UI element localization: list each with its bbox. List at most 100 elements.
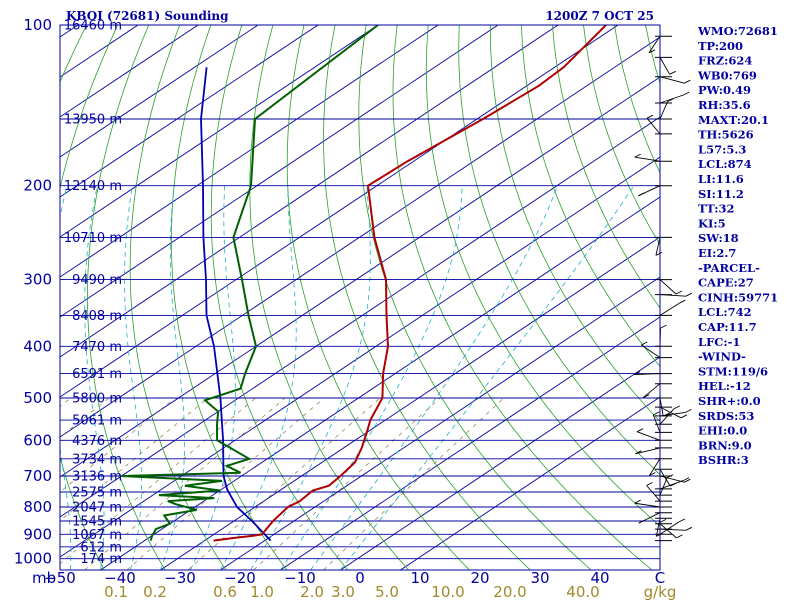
- mixing-ratio-label: 1.0: [250, 583, 274, 600]
- wind-barb-staff: [646, 485, 661, 502]
- station-title: KBOI (72681) Sounding: [66, 9, 229, 23]
- wind-barb-flag: [675, 290, 683, 295]
- wind-barb-flag: [684, 79, 691, 84]
- wind-barb: [655, 76, 691, 84]
- mixing-ratio-line: [60, 397, 209, 522]
- wind-barb-flag: [662, 412, 670, 417]
- height-label: 9490 m: [72, 273, 122, 288]
- wind-barb-flag: [653, 411, 660, 416]
- wind-barb-staff: [659, 523, 677, 539]
- temperature-tick-label: 20: [470, 569, 489, 587]
- dry-adiabat-line: [458, 25, 660, 476]
- wind-barb-staff: [655, 237, 661, 256]
- height-label: 1067 m: [72, 528, 122, 543]
- dry-adiabat-line: [323, 25, 531, 570]
- wind-barb: [655, 468, 677, 487]
- isotherm-line: [60, 36, 660, 438]
- wind-barb-staff: [659, 294, 686, 297]
- dry-adiabat-line: [129, 25, 227, 570]
- wind-barb-staff: [659, 94, 684, 104]
- height-label: 3734 m: [72, 452, 122, 467]
- isotherm-line: [60, 25, 319, 198]
- wind-barb-flag: [655, 251, 663, 256]
- index-line: HEL:-12: [698, 379, 751, 393]
- wind-barb-staff: [659, 480, 684, 490]
- dry-adiabat-line: [210, 25, 349, 570]
- index-line: LCL:874: [698, 157, 752, 171]
- wind-barb-staff: [659, 521, 680, 535]
- wind-barb: [655, 477, 690, 490]
- height-label: 12140 m: [64, 179, 122, 194]
- index-line: LFC:-1: [698, 335, 740, 349]
- wind-barb: [652, 411, 672, 433]
- height-label: 2047 m: [72, 501, 122, 516]
- wind-barb-staff: [659, 408, 675, 425]
- index-line: MAXT:20.1: [698, 113, 769, 127]
- wind-barb-staff: [659, 406, 682, 419]
- plot-frame: [59, 24, 661, 571]
- wind-barb: [635, 447, 672, 455]
- wind-barb: [638, 185, 672, 197]
- index-line: EI:2.7: [698, 246, 736, 260]
- wind-barb-staff: [643, 383, 661, 398]
- moist-adiabat-line: [84, 185, 105, 570]
- wind-barb-staff: [659, 477, 668, 496]
- index-line: L57:5.3: [698, 142, 746, 156]
- moist-adiabat-line: [190, 185, 236, 570]
- wind-barb-flag: [685, 526, 693, 531]
- wind-barb: [655, 236, 672, 256]
- height-label: 16460 m: [64, 19, 122, 34]
- wind-barb-staff: [648, 36, 661, 54]
- index-line: TP:200: [698, 39, 743, 53]
- wind-barb: [648, 35, 672, 54]
- temperature-tick-label: 30: [530, 569, 549, 587]
- wind-barb-flag: [678, 518, 686, 523]
- dewpoint-line: [121, 25, 379, 541]
- index-line: LI:11.6: [698, 172, 744, 186]
- temperature-tick-label: 40: [590, 569, 609, 587]
- index-line: WMO:72681: [697, 24, 778, 38]
- wind-barb: [646, 114, 672, 135]
- wind-barb: [655, 523, 683, 539]
- wind-barb-flag: [638, 192, 645, 197]
- pressure-tick-label: 200: [23, 177, 52, 195]
- index-line: TH:5626: [698, 128, 754, 142]
- moist-adiabat-line: [310, 185, 558, 570]
- mixing-ratio-line: [60, 397, 176, 493]
- index-line: RH:35.6: [698, 98, 751, 112]
- height-label: 3136 m: [72, 470, 122, 485]
- sounding-indices: WMO:72681TP:200FRZ:624WB0:769PW:0.49RH:3…: [697, 24, 778, 467]
- mixing-ratio-label: 0.6: [213, 583, 237, 600]
- mixing-ratio-line: [187, 397, 381, 570]
- height-label: 5800 m: [72, 392, 122, 407]
- index-line: KI:5: [698, 216, 726, 230]
- wind-barb-staff: [655, 518, 661, 537]
- wind-barb-flag: [685, 292, 693, 297]
- moist-adiabat-line: [340, 185, 635, 570]
- temperature-tick-label: −20: [224, 569, 256, 587]
- index-line: PW:0.49: [698, 83, 751, 97]
- mixing-ratio-label: 2.0: [300, 583, 324, 600]
- temperature-tick-label: −50: [44, 569, 76, 587]
- moist-adiabat-line: [160, 185, 186, 570]
- index-line: STM:119/6: [698, 364, 768, 378]
- wind-barb-flag: [669, 70, 676, 75]
- isotherm-line: [60, 25, 379, 238]
- index-line: LCL:742: [698, 305, 752, 319]
- index-line: WB0:769: [697, 68, 757, 82]
- moist-adiabat-line: [250, 185, 371, 570]
- wind-barb: [655, 292, 693, 297]
- wind-barb-staff: [659, 57, 671, 75]
- wind-barb: [634, 153, 672, 162]
- wind-barb-flag: [634, 499, 641, 504]
- height-label: 5061 m: [72, 414, 122, 429]
- wind-barb: [636, 428, 672, 441]
- wind-barb-flag: [680, 414, 688, 419]
- isotherm-line: [60, 25, 439, 278]
- wind-barb: [643, 383, 672, 399]
- thermodynamic-grid: [60, 25, 660, 570]
- isotherm-line: [400, 396, 660, 570]
- index-line: -PARCEL-: [698, 261, 760, 275]
